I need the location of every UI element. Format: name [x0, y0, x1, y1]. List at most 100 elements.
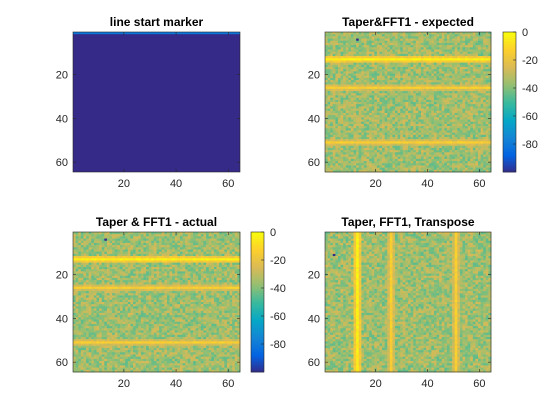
heatmap-cell	[470, 154, 474, 158]
heatmap-cell	[374, 139, 378, 142]
heatmap-cell	[408, 38, 411, 42]
heatmap-cell	[389, 95, 393, 98]
heatmap-cell	[436, 108, 440, 112]
heatmap-cell	[146, 232, 150, 235]
heatmap-cell	[444, 115, 448, 118]
heatmap-cell	[423, 97, 427, 101]
heatmap-cell	[358, 110, 362, 114]
heatmap-cell	[148, 242, 152, 246]
heatmap-cell	[382, 56, 385, 59]
heatmap-cell	[80, 258, 84, 261]
heatmap-cell	[325, 139, 328, 142]
heatmap-cell	[426, 73, 430, 77]
heatmap-cell	[179, 247, 183, 250]
heatmap-cell	[462, 119, 466, 123]
heatmap-cell	[452, 117, 456, 120]
heatmap-cell	[441, 93, 445, 96]
heatmap-cell	[485, 71, 489, 74]
heatmap-cell	[117, 249, 121, 253]
heatmap-cell	[78, 238, 82, 242]
heatmap-cell	[392, 163, 396, 166]
heatmap-cell	[418, 38, 422, 42]
heatmap-cell	[376, 86, 380, 90]
heatmap-cell	[353, 169, 357, 173]
heatmap-cell	[109, 236, 113, 239]
heatmap-cell	[195, 234, 199, 237]
heatmap-cell	[405, 169, 409, 173]
heatmap-cell	[382, 108, 385, 112]
heatmap-cell	[433, 139, 437, 142]
heatmap-cell	[387, 115, 391, 118]
heatmap-cell	[340, 117, 344, 120]
heatmap-cell	[340, 32, 344, 35]
heatmap-cell	[405, 32, 409, 35]
heatmap-cell	[446, 132, 450, 136]
heatmap-cell	[340, 80, 344, 83]
heatmap-cell	[335, 62, 339, 66]
heatmap-cell	[420, 150, 424, 153]
heatmap-cell	[405, 128, 409, 131]
heatmap-cell	[109, 249, 113, 253]
heatmap-cell	[337, 102, 341, 105]
heatmap-cell	[358, 40, 362, 44]
heatmap-cell	[330, 112, 334, 116]
heatmap-cell	[330, 69, 334, 72]
heatmap-cell	[369, 38, 373, 42]
heatmap-cell	[454, 62, 458, 66]
heatmap-cell	[343, 49, 347, 53]
heatmap-cell	[444, 117, 448, 120]
heatmap-cell	[392, 169, 396, 173]
heatmap-cell	[73, 232, 76, 235]
heatmap-cell	[330, 167, 334, 171]
heatmap-cell	[395, 40, 398, 44]
heatmap-cell	[465, 88, 468, 92]
heatmap-cell	[415, 108, 419, 112]
heatmap-cell	[382, 47, 385, 50]
heatmap-cell	[405, 119, 409, 123]
heatmap-cell	[467, 49, 471, 53]
heatmap-cell	[345, 102, 349, 105]
heatmap-cell	[395, 123, 398, 127]
heatmap-cell	[187, 236, 191, 239]
heatmap-cell	[449, 93, 453, 96]
heatmap-cell	[441, 128, 445, 131]
heatmap-cell	[232, 253, 236, 257]
heatmap-cell	[392, 36, 396, 39]
heatmap-cell	[366, 99, 370, 103]
heatmap-cell	[441, 38, 445, 42]
heatmap-cell	[350, 80, 354, 83]
heatmap-cell	[159, 256, 163, 259]
heatmap-cell	[348, 60, 352, 63]
heatmap-cell	[415, 45, 419, 48]
heatmap-cell	[376, 49, 380, 53]
heatmap-cell	[478, 34, 481, 37]
heatmap-cell	[125, 249, 129, 253]
heatmap-cell	[413, 93, 417, 96]
heatmap-cell	[420, 51, 424, 55]
heatmap-cell	[431, 47, 435, 50]
heatmap-cell	[485, 67, 489, 70]
heatmap-cell	[340, 137, 344, 140]
heatmap-cell	[488, 91, 492, 94]
heatmap-cell	[384, 58, 388, 61]
heatmap-cell	[361, 91, 365, 94]
heatmap-cell	[475, 139, 479, 142]
heatmap-cell	[444, 71, 448, 74]
heatmap-cell	[433, 123, 437, 127]
heatmap-cell	[457, 132, 461, 136]
heatmap-cell	[330, 62, 334, 66]
heatmap-cell	[363, 47, 367, 50]
heatmap-cell	[161, 232, 165, 235]
heatmap-cell	[413, 73, 417, 77]
heatmap-cell	[327, 117, 331, 120]
heatmap-cell	[441, 69, 445, 72]
heatmap-cell	[109, 245, 113, 248]
heatmap-cell	[441, 119, 445, 123]
heatmap-cell	[405, 134, 409, 138]
heatmap-cell	[400, 58, 404, 61]
heatmap-cell	[457, 69, 461, 72]
heatmap-cell	[195, 240, 199, 244]
heatmap-cell	[376, 128, 380, 131]
heatmap-cell	[356, 84, 360, 88]
heatmap-cell	[374, 119, 378, 123]
